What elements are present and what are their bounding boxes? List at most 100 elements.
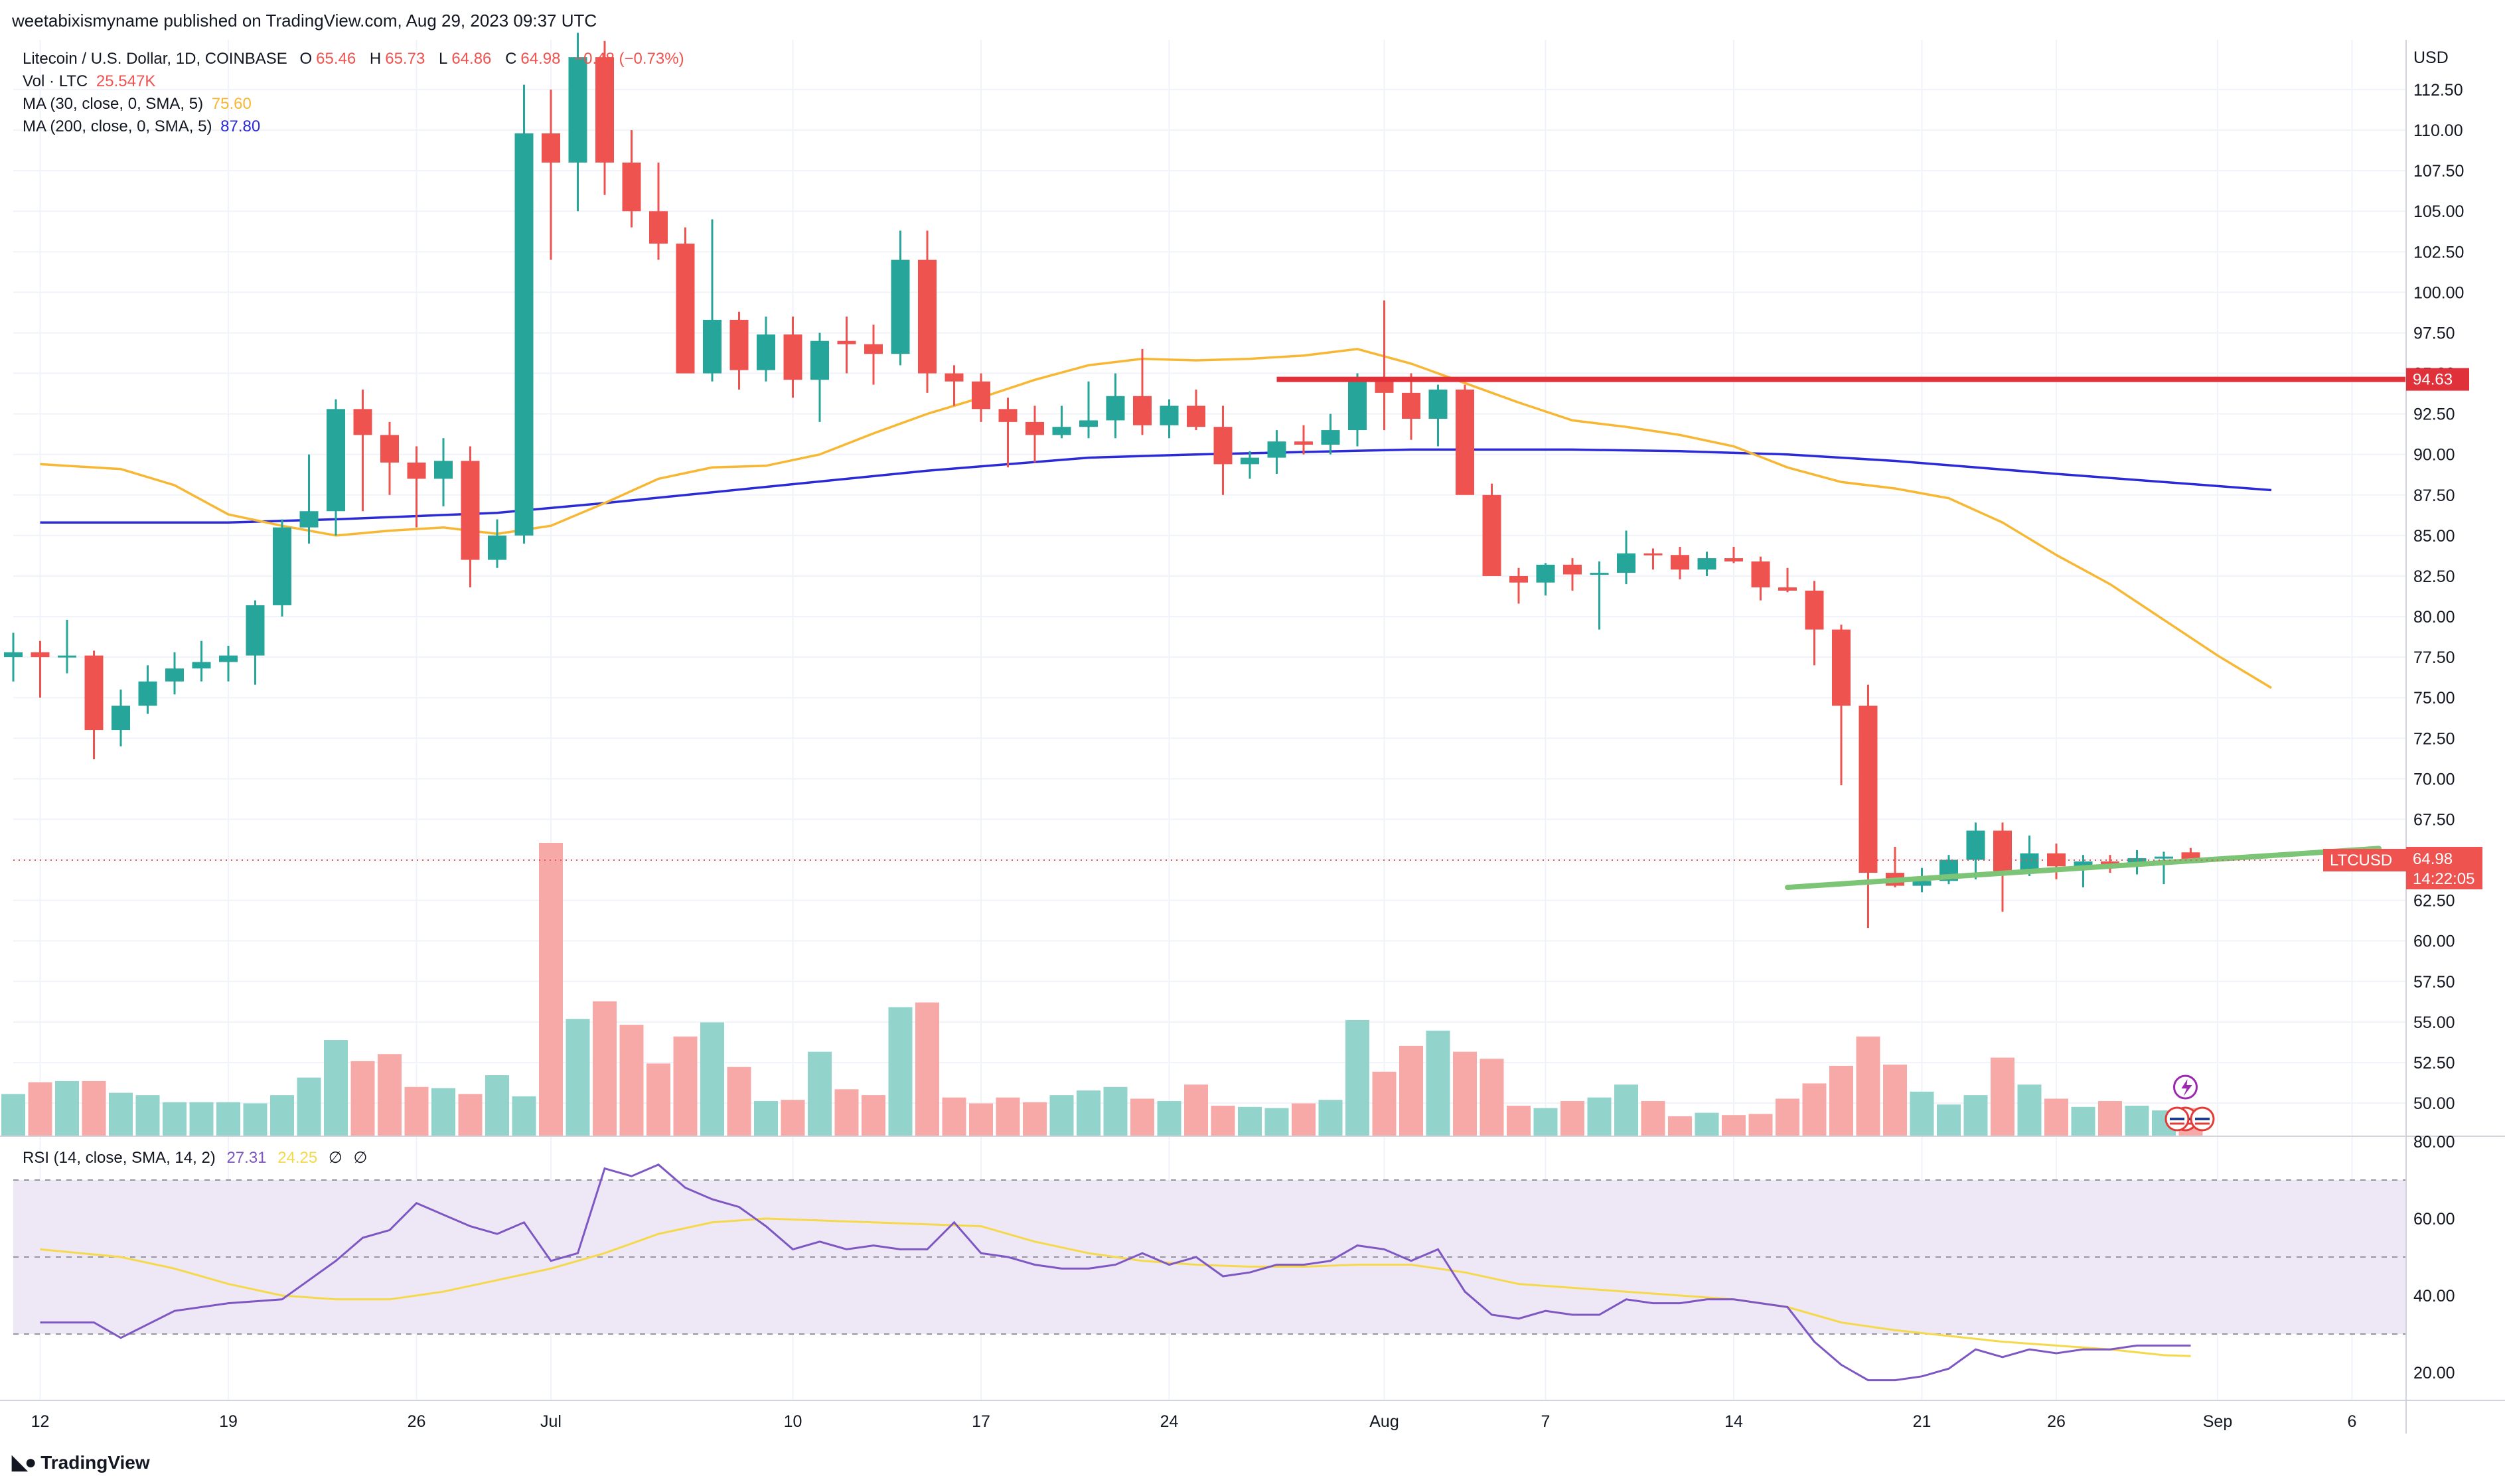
rsi-tick-label: 80.00 (2413, 1133, 2455, 1151)
volume-bar (727, 1067, 751, 1136)
volume-bar (404, 1086, 429, 1136)
open-value: 65.46 (316, 50, 356, 68)
volume-bar (646, 1063, 670, 1136)
candle-body (2127, 858, 2147, 865)
candle-body (2101, 861, 2119, 865)
volume-bar (834, 1089, 859, 1136)
volume-bar (1130, 1098, 1154, 1136)
rsi-legend[interactable]: RSI (14, close, SMA, 14, 2) 27.31 24.25 … (23, 1148, 374, 1167)
price-tick-label: 100.00 (2413, 283, 2464, 302)
time-tick-label: Sep (2203, 1412, 2232, 1431)
price-tick-label: 85.00 (2413, 527, 2455, 546)
price-tick-label: 107.50 (2413, 162, 2464, 181)
time-tick-label: 21 (1913, 1412, 1932, 1431)
price-tick-label: 50.00 (2413, 1094, 2455, 1113)
volume-bar (28, 1082, 52, 1136)
grid-lines (13, 40, 2406, 1400)
candle-body (1160, 406, 1179, 425)
volume-bar (1507, 1106, 1531, 1136)
price-tick-label: 105.00 (2413, 202, 2464, 221)
candle-body (1509, 575, 1528, 583)
candle-body (1617, 553, 1635, 573)
candle-body (353, 409, 372, 435)
volume-bar (2044, 1098, 2068, 1136)
price-tick-label: 72.50 (2413, 729, 2455, 748)
volume-bar (55, 1080, 79, 1136)
candle-body (112, 705, 130, 731)
time-tick-label: 17 (972, 1412, 990, 1431)
candle-body (729, 319, 749, 370)
candle-body (703, 319, 721, 374)
candle-body (461, 461, 480, 560)
candle-body (1832, 629, 1851, 706)
volume-bar (109, 1092, 133, 1136)
candle-body (1241, 457, 1259, 465)
ma200-row[interactable]: MA (200, close, 0, SMA, 5) 87.80 (23, 115, 694, 138)
candle-body (1778, 587, 1797, 591)
volume-bar (888, 1007, 913, 1136)
volume-bar (1318, 1100, 1343, 1136)
volume-bar (163, 1102, 187, 1136)
candle-body (1402, 392, 1420, 419)
volume-bar (593, 1001, 617, 1136)
price-tick-label: 80.00 (2413, 608, 2455, 627)
price-tick-label: 112.50 (2413, 81, 2463, 100)
volume-bar (1264, 1108, 1289, 1136)
tradingview-logo[interactable]: ◣● TradingView (12, 1451, 150, 1474)
candle-body (998, 409, 1018, 422)
volume-bar (969, 1103, 993, 1136)
volume-bar (673, 1036, 698, 1136)
candle-body (1133, 396, 1152, 425)
candle-body (1751, 561, 1770, 588)
event-markers[interactable] (2164, 1075, 2215, 1132)
ma200-value: 87.80 (220, 117, 261, 135)
volume-bar (1560, 1100, 1584, 1136)
price-tick-label: 97.50 (2413, 324, 2455, 342)
symbol-title[interactable]: Litecoin / U.S. Dollar, 1D, COINBASE (23, 50, 287, 68)
volume-bar (82, 1080, 106, 1136)
volume-bar (1883, 1065, 1907, 1136)
symbol-tag-label: LTCUSD (2330, 852, 2392, 869)
candle-body (1590, 573, 1609, 575)
ma30-row[interactable]: MA (30, close, 0, SMA, 5) 75.60 (23, 93, 694, 115)
open-label: O (299, 50, 313, 68)
candle-body (1375, 380, 1394, 393)
volume-bar (1937, 1104, 1961, 1136)
rsi-band (13, 1179, 2406, 1335)
candle-body (4, 652, 23, 658)
volume-bar (566, 1019, 590, 1136)
volume-bar (1695, 1112, 1719, 1136)
candle-body (1805, 590, 1824, 630)
candle-body (676, 244, 695, 374)
candle-body (2155, 856, 2173, 859)
rsi-sma-line (40, 1217, 2191, 1357)
volume-bar (1399, 1045, 1423, 1136)
candle-body (837, 340, 856, 344)
candle-body (2074, 861, 2093, 867)
volume-bar (1292, 1103, 1316, 1136)
volume-bar (1184, 1084, 1208, 1136)
candle-body (2047, 853, 2066, 867)
rsi-band-fill (13, 1180, 2406, 1334)
rsi-extra-1: ∅ (328, 1149, 342, 1167)
candle-body (434, 461, 453, 479)
price-tick-label: 70.00 (2413, 770, 2455, 788)
candle-body (783, 334, 802, 380)
candle-body (1428, 389, 1448, 419)
rsi-label: RSI (14, close, SMA, 14, 2) (23, 1149, 216, 1167)
volume-row[interactable]: Vol · LTC 25.547K (23, 70, 694, 93)
rsi-tick-label: 20.00 (2413, 1364, 2455, 1382)
volume-bars (1, 843, 2203, 1136)
low-value: 64.86 (451, 50, 492, 68)
candle-body (1671, 555, 1689, 570)
price-tick-label: 92.50 (2413, 406, 2455, 424)
ma30-line (40, 348, 2272, 689)
high-value: 65.73 (385, 50, 425, 68)
candle-body (2181, 852, 2200, 861)
ma30-label: MA (30, close, 0, SMA, 5) (23, 95, 204, 113)
volume-bar (754, 1100, 778, 1136)
chart-legend: Litecoin / U.S. Dollar, 1D, COINBASE O 65… (23, 48, 694, 138)
trend-lines[interactable] (13, 376, 2406, 891)
candle-body (84, 655, 104, 731)
